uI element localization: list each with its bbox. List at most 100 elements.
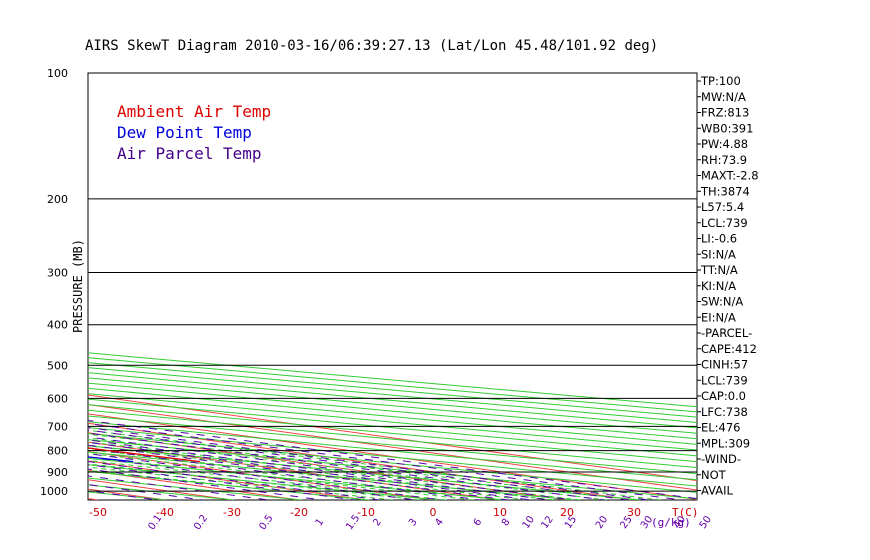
y-axis-label: PRESSURE (MB) <box>71 239 85 333</box>
moist-adiabat-line <box>88 466 393 500</box>
temp-unit-label: T(C) <box>672 506 699 519</box>
dry-adiabat-line <box>88 377 697 434</box>
index-label: RH:73.9 <box>701 153 747 167</box>
isotherm-line <box>88 403 697 491</box>
index-label: LCL:739 <box>701 216 748 230</box>
index-label: FRZ:813 <box>701 106 749 120</box>
mixing-ratio-line <box>88 444 509 500</box>
legend: Ambient Air Temp Dew Point Temp Air Parcel… <box>117 102 271 163</box>
pressure-label: 300 <box>47 267 68 280</box>
index-label: LFC:738 <box>701 405 748 419</box>
dry-adiabat-line <box>88 415 697 475</box>
dry-adiabat-line <box>88 387 697 445</box>
mixing-ratio-label: 1 <box>314 517 327 529</box>
dry-adiabat-line <box>88 451 574 500</box>
mixing-ratio-label: 12 <box>539 514 555 531</box>
pressure-label: 700 <box>47 420 68 433</box>
bottom-temp-label: -30 <box>223 506 241 519</box>
pressure-label: 600 <box>47 392 68 405</box>
isotherm-line <box>0 73 31 500</box>
background-grid <box>0 73 697 500</box>
dry-adiabat-line <box>88 421 697 481</box>
moist-adiabat-line <box>88 449 527 500</box>
index-label: SI:N/A <box>701 247 736 261</box>
dry-adiabat-line <box>88 357 697 413</box>
isotherm-line <box>88 394 697 482</box>
bottom-temp-label: 20 <box>560 506 574 519</box>
index-label: -PARCEL- <box>701 326 752 340</box>
pressure-label: 900 <box>47 466 68 479</box>
index-label: SW:N/A <box>701 295 743 309</box>
index-label: CAP:0.0 <box>701 389 746 403</box>
mixing-ratio-line <box>88 448 481 500</box>
pressure-label: 1000 <box>40 485 68 498</box>
moist-adiabat-line <box>88 433 635 500</box>
mixing-ratio-label: 20 <box>594 514 610 531</box>
mixing-ratio-label: 0.5 <box>257 513 275 532</box>
legend-entry: Air Parcel Temp <box>117 144 262 163</box>
legend-entry: Dew Point Temp <box>117 123 252 142</box>
dry-adiabat-line <box>88 432 697 493</box>
chart-title: AIRS SkewT Diagram 2010-03-16/06:39:27.1… <box>85 38 658 54</box>
bottom-temperature-axis: -50 -40 -30 -20 -10 0 10 20 30 <box>89 506 641 519</box>
bottom-temp-label: -20 <box>290 506 308 519</box>
bottom-temp-label: 30 <box>627 506 641 519</box>
dry-adiabat-line <box>88 382 697 440</box>
index-label: CAPE:412 <box>701 342 757 356</box>
mixing-ratio-line <box>88 432 605 500</box>
dry-adiabat-line <box>88 427 697 487</box>
mixing-ratio-line <box>88 464 356 500</box>
plot-area <box>0 72 698 501</box>
dry-adiabat-line <box>88 372 697 429</box>
legend-entry: Ambient Air Temp <box>117 102 271 121</box>
pressure-axis-labels: 100 200 300 400 500 600 700 800 900 1000 <box>40 67 68 498</box>
mixing-ratio-line <box>88 468 323 500</box>
index-label: LCL:739 <box>701 373 748 387</box>
index-label: NOT <box>701 468 727 482</box>
index-label: MPL:309 <box>701 436 750 450</box>
index-label: TT:N/A <box>700 263 738 277</box>
isotherm-line <box>88 413 697 500</box>
pressure-label: 200 <box>47 193 68 206</box>
dry-adiabat-line <box>88 445 642 500</box>
index-label: EI:N/A <box>701 310 736 324</box>
mixing-ratio-label: 3 <box>407 517 420 529</box>
mixing-ratio-label: 4 <box>433 517 446 529</box>
dry-adiabat-line <box>88 362 697 418</box>
moist-adiabat-line <box>88 445 554 500</box>
dry-adiabat-line <box>88 367 697 423</box>
index-label: TP:100 <box>700 74 741 88</box>
index-label: CINH:57 <box>701 358 748 372</box>
mixing-ratio-line <box>88 429 629 500</box>
index-label: AVAIL <box>701 484 734 498</box>
index-label: -WIND- <box>701 452 741 466</box>
index-label: PW:4.88 <box>701 137 748 151</box>
bottom-temp-label: -50 <box>89 506 107 519</box>
isobars <box>88 72 697 492</box>
pressure-label: 800 <box>47 445 68 458</box>
dry-adiabat-line <box>88 464 438 500</box>
pressure-label: 500 <box>47 359 68 372</box>
index-label: MAXT:-2.8 <box>701 169 759 183</box>
pressure-label: 400 <box>47 319 68 332</box>
mixing-unit-label: (g/kg) <box>651 516 691 529</box>
bottom-temp-label: 0 <box>430 506 437 519</box>
index-label: WB0:391 <box>701 121 753 135</box>
mixing-ratio-label: 2 <box>371 517 384 529</box>
mixing-ratio-label: 6 <box>472 517 485 529</box>
pressure-label: 100 <box>47 67 68 80</box>
index-label: KI:N/A <box>701 279 736 293</box>
mixing-ratio-label: 10 <box>521 514 537 531</box>
bottom-temp-label: -10 <box>357 506 375 519</box>
moist-adiabat-line <box>88 429 661 500</box>
index-label: LI:-0.6 <box>701 232 737 246</box>
bottom-temp-label: -40 <box>156 506 174 519</box>
mixing-ratio-label: 8 <box>500 517 513 529</box>
dry-adiabat-line <box>88 457 506 500</box>
dry-adiabat-line <box>88 352 697 408</box>
mixing-ratio-line <box>88 461 380 500</box>
mixing-ratio-label: 0.2 <box>192 513 210 532</box>
mixing-ratio-label: 50 <box>698 514 714 531</box>
